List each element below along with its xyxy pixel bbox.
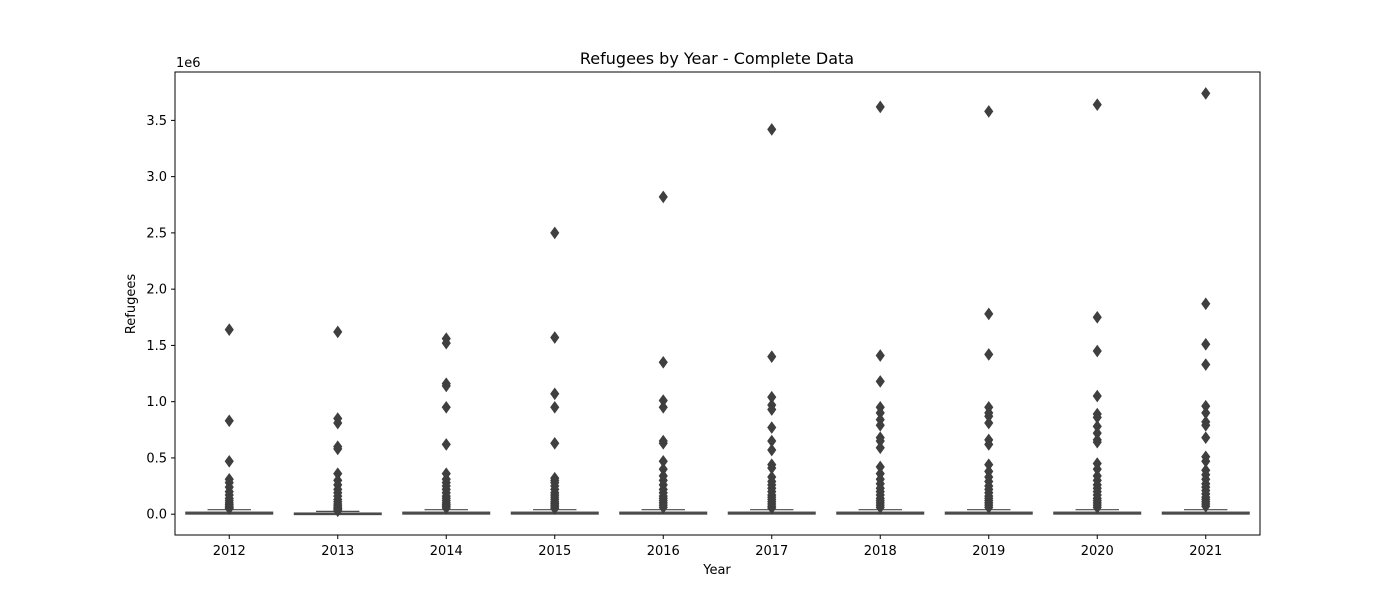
- outlier-point: [1201, 297, 1211, 311]
- x-tick-label: 2018: [864, 544, 897, 559]
- outlier-point: [1092, 310, 1102, 324]
- box-group-2012: [185, 323, 274, 515]
- outlier-point: [658, 501, 668, 514]
- y-axis-label: Refugees: [124, 274, 139, 335]
- box-group-2017: [727, 123, 816, 515]
- outlier-point: [333, 416, 343, 430]
- outlier-point: [1201, 87, 1211, 100]
- outlier-point: [984, 307, 994, 321]
- outlier-point: [767, 123, 777, 136]
- x-tick-label: 2014: [430, 544, 463, 559]
- outlier-point: [550, 226, 560, 240]
- outlier-point: [767, 501, 777, 515]
- outlier-point: [875, 349, 885, 362]
- x-tick-label: 2017: [755, 544, 788, 559]
- box-group-2015: [510, 226, 599, 515]
- outlier-point: [875, 418, 885, 432]
- x-tick-label: 2019: [972, 544, 1005, 559]
- y-tick-label: 1.5: [146, 339, 167, 354]
- outlier-point: [875, 100, 885, 114]
- outlier-point: [1201, 337, 1211, 351]
- outlier-point: [550, 436, 560, 450]
- x-tick-label: 2013: [321, 544, 354, 559]
- box-group-2014: [402, 332, 491, 515]
- outlier-point: [984, 501, 994, 514]
- outlier-point: [658, 436, 668, 450]
- outlier-point: [984, 416, 994, 430]
- x-axis-label: Year: [702, 563, 731, 578]
- outlier-point: [658, 190, 668, 204]
- y-tick-label: 2.0: [146, 283, 167, 298]
- outlier-point: [441, 379, 451, 393]
- outlier-point: [1092, 98, 1102, 111]
- chart-title: Refugees by Year - Complete Data: [580, 49, 854, 68]
- outlier-point: [224, 323, 234, 336]
- plot-frame: [174, 71, 1261, 536]
- outlier-point: [441, 438, 451, 451]
- outlier-point: [984, 348, 994, 361]
- outlier-point: [224, 502, 234, 515]
- y-tick-label: 3.0: [146, 170, 167, 185]
- y-offset-label: 1e6: [176, 56, 201, 71]
- x-tick-label: 2015: [538, 544, 571, 559]
- outlier-point: [441, 501, 451, 515]
- y-tick-label: 3.5: [146, 114, 167, 129]
- outlier-point: [767, 421, 777, 434]
- outlier-point: [333, 504, 343, 518]
- outlier-point: [550, 331, 560, 344]
- outlier-point: [1092, 501, 1102, 514]
- y-tick-label: 2.5: [146, 226, 167, 241]
- outlier-point: [767, 403, 777, 416]
- outlier-point: [767, 443, 777, 457]
- box-group-2020: [1053, 98, 1142, 515]
- x-tick-label: 2012: [213, 544, 246, 559]
- outlier-point: [1201, 358, 1211, 371]
- x-tick-label: 2020: [1081, 544, 1114, 559]
- outlier-point: [550, 502, 560, 515]
- outlier-point: [875, 375, 885, 388]
- outlier-point: [333, 442, 343, 456]
- box-group-2019: [944, 105, 1033, 515]
- outlier-point: [333, 325, 343, 339]
- outlier-point: [1201, 499, 1211, 513]
- outlier-point: [441, 336, 451, 350]
- outlier-point: [767, 350, 777, 363]
- box-group-2018: [836, 100, 925, 515]
- outlier-point: [224, 414, 234, 428]
- outlier-point: [550, 387, 560, 401]
- outlier-point: [550, 400, 560, 414]
- y-tick-label: 0.5: [146, 451, 167, 466]
- outlier-point: [1092, 389, 1102, 403]
- x-tick-label: 2021: [1189, 544, 1222, 559]
- outlier-point: [224, 454, 234, 468]
- outlier-point: [875, 501, 885, 514]
- plot-background: [175, 72, 1260, 535]
- outlier-point: [1201, 431, 1211, 444]
- y-tick-label: 0.0: [146, 508, 167, 523]
- y-tick-label: 1.0: [146, 395, 167, 410]
- outlier-point: [441, 400, 451, 414]
- outlier-point: [984, 105, 994, 118]
- outlier-point: [1092, 344, 1102, 358]
- box-group-2021: [1161, 87, 1250, 515]
- box-group-2016: [619, 190, 708, 515]
- outlier-point: [984, 438, 994, 451]
- outlier-point: [658, 400, 668, 414]
- outlier-point: [1092, 435, 1102, 449]
- x-tick-label: 2016: [647, 544, 680, 559]
- outlier-point: [875, 441, 885, 455]
- outlier-point: [1201, 418, 1211, 432]
- outlier-point: [658, 355, 668, 369]
- box-group-2013: [293, 325, 382, 518]
